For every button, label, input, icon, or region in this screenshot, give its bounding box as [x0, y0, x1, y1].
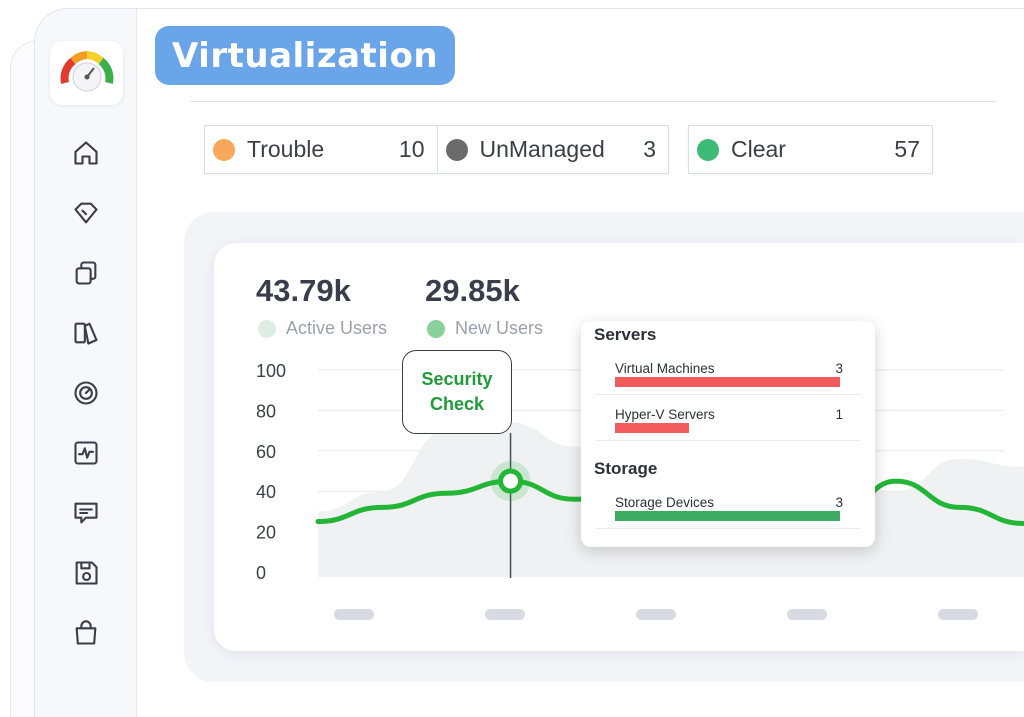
kpi-active-users-value: 43.79k — [256, 273, 351, 308]
kpi-active-users-label: Active Users — [286, 318, 388, 338]
status-trouble-label: Trouble — [247, 136, 325, 162]
sidebar-item-dashboard[interactable] — [68, 375, 104, 411]
popup-row-hyperv-servers[interactable]: Hyper-V Servers 1 — [595, 395, 861, 441]
unmanaged-dot-icon — [445, 138, 468, 161]
popup-row-count: 3 — [835, 361, 843, 376]
pager-dot-2[interactable] — [485, 609, 525, 620]
floppy-icon — [75, 561, 98, 585]
status-unmanaged[interactable]: UnManaged 3 — [436, 126, 669, 173]
bag-icon — [75, 620, 97, 645]
app-logo[interactable] — [50, 41, 123, 105]
speedometer-logo-icon — [60, 51, 113, 92]
kpi-new-users-label: New Users — [455, 318, 544, 338]
popup-section-servers: Virtual Machines 3 Hyper-V Servers 1 — [595, 349, 861, 441]
pulse-icon — [74, 441, 98, 465]
pager-dot-3[interactable] — [636, 609, 676, 620]
status-trouble-count: 10 — [398, 136, 425, 162]
sidebar-item-messages[interactable] — [68, 495, 104, 531]
popup-row-virtual-machines[interactable]: Virtual Machines 3 — [595, 349, 861, 395]
popup-row-name: Hyper-V Servers — [615, 407, 715, 422]
gauge-icon — [74, 381, 98, 405]
status-clear-count: 57 — [894, 136, 920, 162]
status-summary-group: Trouble 10 UnManaged 3 — [204, 125, 669, 174]
copy-icon — [75, 261, 97, 285]
kpi-active-users-legend: Active Users — [258, 318, 387, 339]
home-icon — [74, 141, 98, 165]
page-title: Virtualization — [155, 26, 455, 85]
status-trouble[interactable]: Trouble 10 — [205, 126, 437, 173]
popup-row-bar — [615, 511, 840, 521]
popup-section-storage: Storage Devices 3 — [595, 483, 861, 529]
sidebar-item-book[interactable] — [68, 315, 104, 351]
book-icon — [74, 322, 98, 345]
new-users-dot-icon — [427, 319, 445, 338]
popup-row-storage-devices[interactable]: Storage Devices 3 — [595, 483, 861, 529]
status-clear-label: Clear — [731, 136, 786, 162]
active-users-dot-icon — [258, 319, 276, 338]
popup-section-servers-title: Servers — [594, 325, 657, 344]
kpi-new-users-legend: New Users — [427, 318, 543, 339]
kpi-new-users-value: 29.85k — [425, 273, 520, 308]
sidebar-item-copy[interactable] — [68, 255, 104, 291]
popup-row-bar — [615, 423, 690, 433]
title-divider — [190, 101, 996, 102]
popup-row-bar — [615, 377, 840, 387]
status-unmanaged-count: 3 — [643, 136, 656, 162]
popup-section-storage-title: Storage — [594, 459, 658, 478]
pager-dot-1[interactable] — [334, 609, 374, 620]
popup-row-count: 1 — [835, 407, 843, 422]
pager-dot-4[interactable] — [787, 609, 827, 620]
trouble-dot-icon — [213, 138, 235, 161]
popup-row-name: Virtual Machines — [615, 361, 715, 376]
security-check-callout: Security Check — [402, 350, 512, 434]
sidebar — [35, 9, 137, 717]
sidebar-item-monitor[interactable] — [68, 435, 104, 471]
popup-row-count: 3 — [835, 495, 843, 510]
message-icon — [74, 502, 98, 524]
status-clear[interactable]: Clear 57 — [688, 125, 933, 174]
inventory-popup: Servers Virtual Machines 3 Hyper-V Serve… — [581, 321, 875, 547]
clear-dot-icon — [697, 138, 719, 161]
tag-icon — [74, 202, 98, 224]
status-unmanaged-label: UnManaged — [479, 136, 605, 162]
sidebar-item-tag[interactable] — [68, 195, 104, 231]
sidebar-item-save[interactable] — [68, 555, 104, 591]
pager-dot-5[interactable] — [938, 609, 978, 620]
sidebar-item-home[interactable] — [68, 135, 104, 171]
sidebar-item-bag[interactable] — [68, 615, 104, 651]
popup-row-name: Storage Devices — [615, 495, 715, 510]
